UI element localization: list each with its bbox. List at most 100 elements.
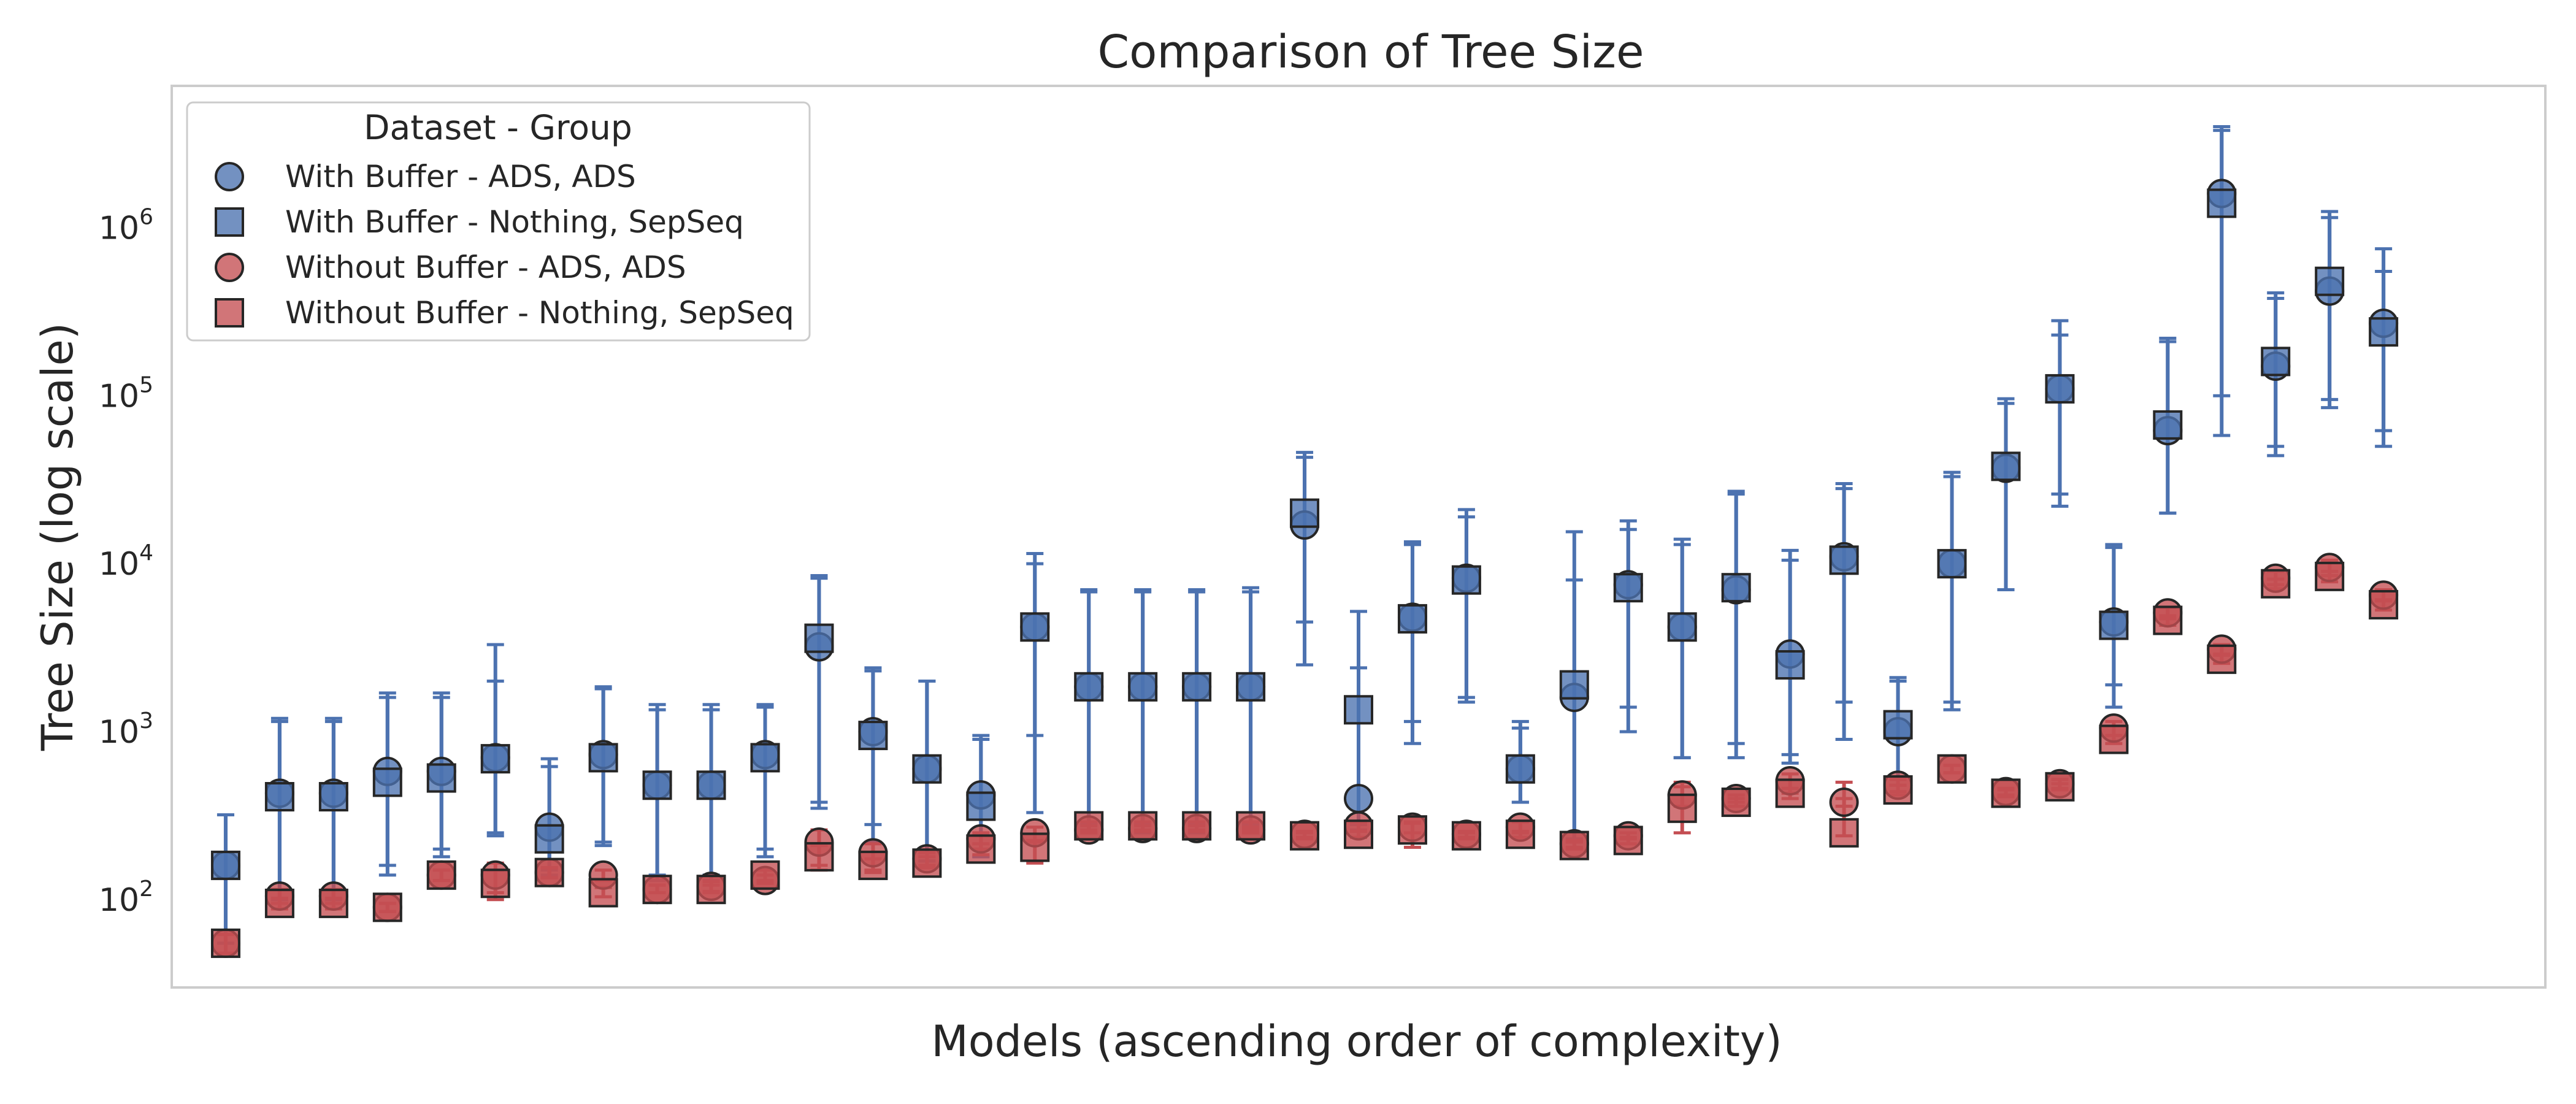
- data-point-circle: [1829, 788, 1859, 818]
- x-axis-label: Models (ascending order of complexity): [931, 1016, 1782, 1067]
- data-point-square: [1613, 826, 1643, 856]
- y-tick-label: 102: [99, 876, 153, 919]
- data-point-square: [1505, 819, 1535, 849]
- legend-entries: With Buffer - ADS, ADS With Buffer - Noth…: [215, 159, 794, 331]
- legend-label: With Buffer - ADS, ADS: [285, 159, 636, 194]
- data-point-square: [750, 860, 780, 890]
- legend-label: With Buffer - Nothing, SepSeq: [285, 204, 744, 240]
- data-point-square: [966, 834, 996, 864]
- y-tick-label: 104: [99, 540, 153, 583]
- data-point-square: [1775, 778, 1805, 808]
- errorbar: [2375, 247, 2393, 448]
- data-point-square: [1128, 672, 1158, 702]
- data-point-square: [1721, 573, 1751, 603]
- legend-entry: Without Buffer - Nothing, SepSeq: [215, 295, 794, 331]
- data-point-square: [1020, 832, 1050, 862]
- data-point-square: [1290, 498, 1320, 528]
- data-point-square: [2099, 724, 2129, 754]
- data-point-square: [264, 888, 294, 918]
- errorbar: [1943, 470, 1961, 711]
- data-point-square: [1775, 650, 1805, 680]
- data-point-square: [1991, 451, 2021, 481]
- data-point-square: [2261, 347, 2291, 377]
- data-point-square: [588, 878, 618, 908]
- data-point-square: [1883, 710, 1913, 740]
- data-point-square: [2045, 772, 2075, 802]
- chart-title: Comparison of Tree Size: [1097, 26, 1644, 79]
- legend-entry: Without Buffer - ADS, ADS: [215, 250, 686, 285]
- data-point-square: [1397, 604, 1427, 634]
- data-point-square: [1451, 821, 1481, 851]
- errorbar: [1457, 508, 1475, 704]
- data-point-square: [912, 848, 942, 878]
- errorbar: [1835, 481, 1853, 741]
- data-point-square: [534, 857, 564, 887]
- data-point-square: [642, 770, 672, 800]
- legend: Dataset - Group With Buffer - ADS, ADSWi…: [186, 101, 811, 342]
- data-point-square: [1505, 754, 1535, 784]
- data-point-square: [1182, 672, 1212, 702]
- errorbar: [810, 573, 828, 804]
- data-point-square: [1883, 775, 1913, 805]
- errorbar: [486, 643, 504, 838]
- data-point-square: [1236, 811, 1266, 841]
- data-point-square: [1559, 830, 1589, 861]
- data-point-square: [1613, 573, 1643, 603]
- data-point-square: [966, 791, 996, 821]
- data-point-square: [426, 860, 456, 890]
- data-point-square: [1128, 811, 1158, 841]
- legend-entry: With Buffer - ADS, ADS: [215, 159, 636, 194]
- data-point-square: [804, 623, 834, 653]
- data-point-square: [1721, 788, 1751, 818]
- data-point-square: [1937, 754, 1967, 784]
- data-point-square: [2315, 561, 2345, 591]
- data-point-square: [1074, 811, 1104, 841]
- legend-marker: [215, 207, 244, 237]
- data-point-square: [858, 721, 888, 751]
- data-point-square: [210, 850, 240, 880]
- data-point-square: [1937, 549, 1967, 579]
- data-point-square: [2207, 644, 2237, 674]
- data-point-square: [372, 767, 402, 797]
- data-point-square: [1397, 815, 1427, 845]
- legend-marker: [215, 162, 244, 191]
- legend-label: Without Buffer - ADS, ADS: [285, 250, 686, 285]
- data-point-square: [2315, 266, 2345, 296]
- legend-title: Dataset - Group: [364, 108, 632, 147]
- errorbar: [1727, 489, 1745, 759]
- errorbar: [2213, 125, 2231, 437]
- data-point-square: [1344, 819, 1373, 849]
- data-point-square: [2045, 374, 2075, 404]
- data-point-square: [318, 782, 348, 812]
- data-point-square: [1451, 565, 1481, 595]
- legend-marker: [215, 253, 244, 282]
- data-point-square: [1667, 793, 1697, 823]
- errorbar: [756, 703, 774, 859]
- data-point-square: [1829, 818, 1859, 848]
- data-point-square: [2153, 410, 2183, 440]
- data-point-circle: [1344, 783, 1373, 813]
- data-point-square: [750, 743, 780, 773]
- errorbar: [2321, 210, 2339, 410]
- errorbar: [1997, 397, 2015, 592]
- data-point-square: [1236, 672, 1266, 702]
- data-point-square: [2153, 605, 2183, 635]
- plot-frame: [171, 85, 2547, 989]
- data-point-square: [480, 744, 510, 774]
- data-point-square: [588, 743, 618, 773]
- errorbar: [2051, 319, 2069, 508]
- data-point-square: [318, 888, 348, 918]
- data-point-square: [696, 770, 726, 800]
- y-tick-label: 106: [99, 204, 153, 247]
- data-point-square: [1344, 695, 1373, 725]
- data-point-square: [1559, 670, 1589, 700]
- legend-label: Without Buffer - Nothing, SepSeq: [285, 295, 794, 331]
- data-point-square: [2369, 317, 2399, 347]
- errorbar: [1296, 451, 1314, 667]
- data-point-square: [2369, 589, 2399, 619]
- marker-layer: [210, 178, 2399, 958]
- data-point-square: [1182, 811, 1212, 841]
- y-tick-label: 103: [99, 708, 153, 751]
- data-point-square: [642, 875, 672, 905]
- y-axis-ticks: 102 103 104 105 106: [99, 204, 153, 918]
